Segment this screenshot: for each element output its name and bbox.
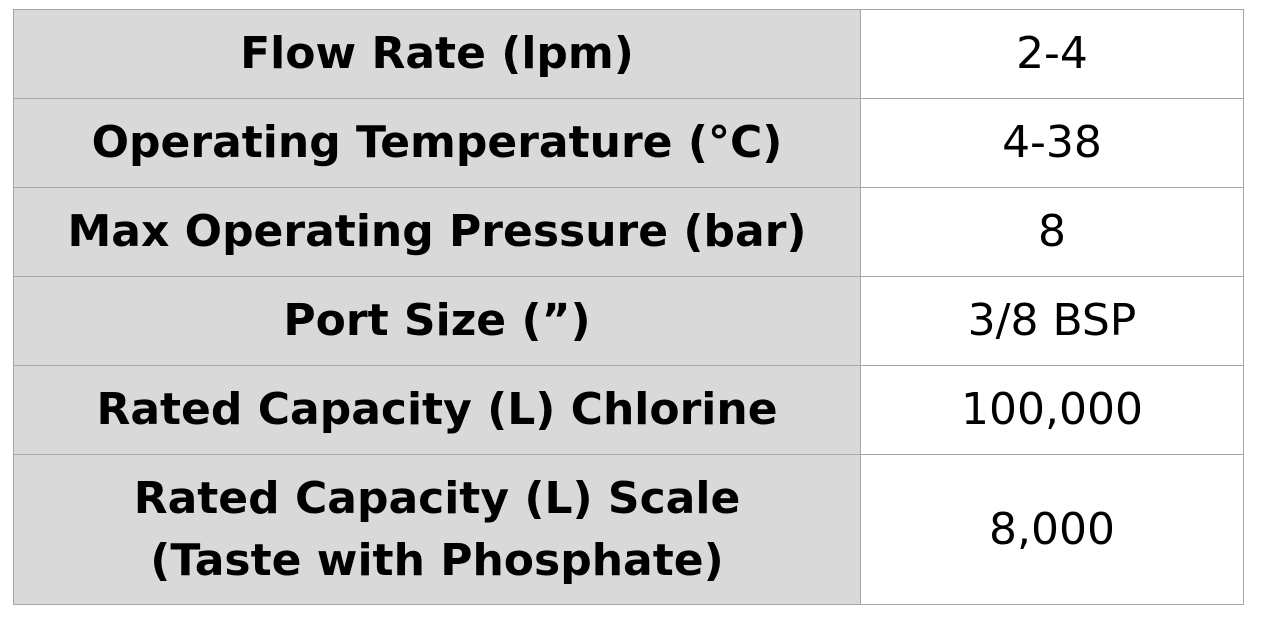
spec-value: 100,000 — [860, 365, 1244, 455]
spec-label: Max Operating Pressure (bar) — [13, 187, 861, 277]
spec-value: 2-4 — [860, 9, 1244, 99]
spec-label: Port Size (”) — [13, 276, 861, 366]
spec-value: 3/8 BSP — [860, 276, 1244, 366]
spec-row-operating-temperature: Operating Temperature (°C) 4-38 — [13, 98, 1244, 188]
spec-row-port-size: Port Size (”) 3/8 BSP — [13, 276, 1244, 366]
spec-label-line-1: Rated Capacity (L) Scale — [133, 472, 741, 524]
spec-value: 8,000 — [860, 454, 1244, 605]
specifications-table-body: Flow Rate (lpm) 2-4 Operating Temperatur… — [13, 9, 1244, 605]
specifications-table: Flow Rate (lpm) 2-4 Operating Temperatur… — [13, 9, 1244, 605]
spec-label: Operating Temperature (°C) — [13, 98, 861, 188]
spec-value: 8 — [860, 187, 1244, 277]
spec-row-flow-rate: Flow Rate (lpm) 2-4 — [13, 9, 1244, 99]
spec-row-rated-capacity-chlorine: Rated Capacity (L) Chlorine 100,000 — [13, 365, 1244, 455]
spec-label-line-2: (Taste with Phosphate) — [150, 534, 724, 586]
spec-label: Flow Rate (lpm) — [13, 9, 861, 99]
spec-label-multiline: Rated Capacity (L) Scale (Taste with Pho… — [13, 454, 861, 605]
spec-row-rated-capacity-scale: Rated Capacity (L) Scale (Taste with Pho… — [13, 454, 1244, 605]
spec-value: 4-38 — [860, 98, 1244, 188]
spec-label: Rated Capacity (L) Chlorine — [13, 365, 861, 455]
spec-row-max-operating-pressure: Max Operating Pressure (bar) 8 — [13, 187, 1244, 277]
